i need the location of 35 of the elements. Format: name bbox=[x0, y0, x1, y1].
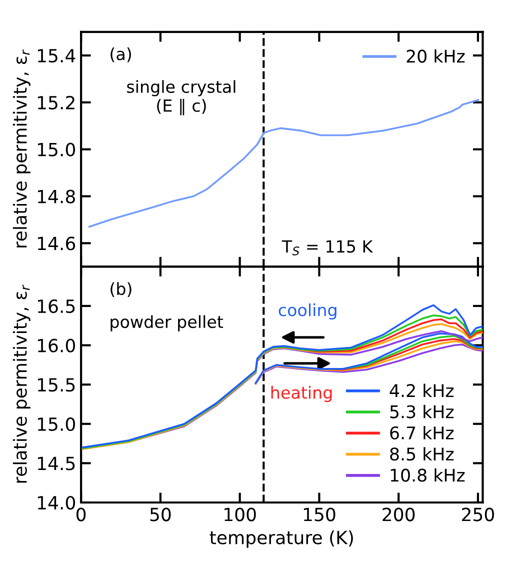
annotation: T$_{S}$ = 115 K bbox=[282, 240, 374, 256]
y-tick-label: 14.0 bbox=[38, 496, 76, 510]
y-tick-label: 15.0 bbox=[38, 142, 76, 156]
y-axis-title: relative permitivity, ε$_{r}$ bbox=[12, 284, 30, 483]
annotation: powder pellet bbox=[110, 315, 224, 332]
legend-label: 20 kHz bbox=[406, 49, 465, 63]
legend-label: 10.8 kHz bbox=[390, 468, 465, 482]
y-tick-label: 14.5 bbox=[38, 456, 75, 470]
legend-label: 4.2 kHz bbox=[390, 384, 454, 397]
x-tick-label: 250 bbox=[462, 508, 494, 522]
x-tick-label: 150 bbox=[304, 508, 336, 522]
annotation: cooling bbox=[278, 303, 336, 320]
annotation: (a) bbox=[110, 47, 131, 62]
legend-label: 8.5 kHz bbox=[390, 447, 454, 461]
annotation: single crystal (E ∥ c) bbox=[127, 80, 236, 116]
x-tick-label: 100 bbox=[224, 508, 256, 522]
y-axis-title: relative permitivity, ε$_{r}$ bbox=[12, 49, 30, 248]
annotation: heating bbox=[271, 386, 332, 402]
line-series bbox=[88, 99, 480, 228]
legend-label: 6.7 kHz bbox=[390, 426, 454, 440]
legend-label: 5.3 kHz bbox=[390, 404, 454, 418]
y-tick-label: 16.0 bbox=[38, 338, 76, 352]
annotation: (b) bbox=[110, 282, 132, 298]
x-tick-label: 0 bbox=[76, 508, 86, 522]
y-tick-label: 15.4 bbox=[38, 49, 76, 63]
y-tick-label: 15.0 bbox=[38, 417, 76, 431]
x-axis-title: temperature (K) bbox=[210, 530, 353, 548]
x-tick-label: 50 bbox=[150, 508, 171, 522]
y-tick-label: 14.8 bbox=[38, 190, 75, 204]
y-tick-label: 15.5 bbox=[38, 378, 75, 392]
y-tick-label: 14.6 bbox=[38, 236, 76, 250]
line-series bbox=[254, 332, 483, 384]
y-tick-label: 16.5 bbox=[38, 299, 75, 314]
x-tick-label: 200 bbox=[382, 508, 415, 522]
y-tick-label: 15.2 bbox=[38, 96, 74, 110]
